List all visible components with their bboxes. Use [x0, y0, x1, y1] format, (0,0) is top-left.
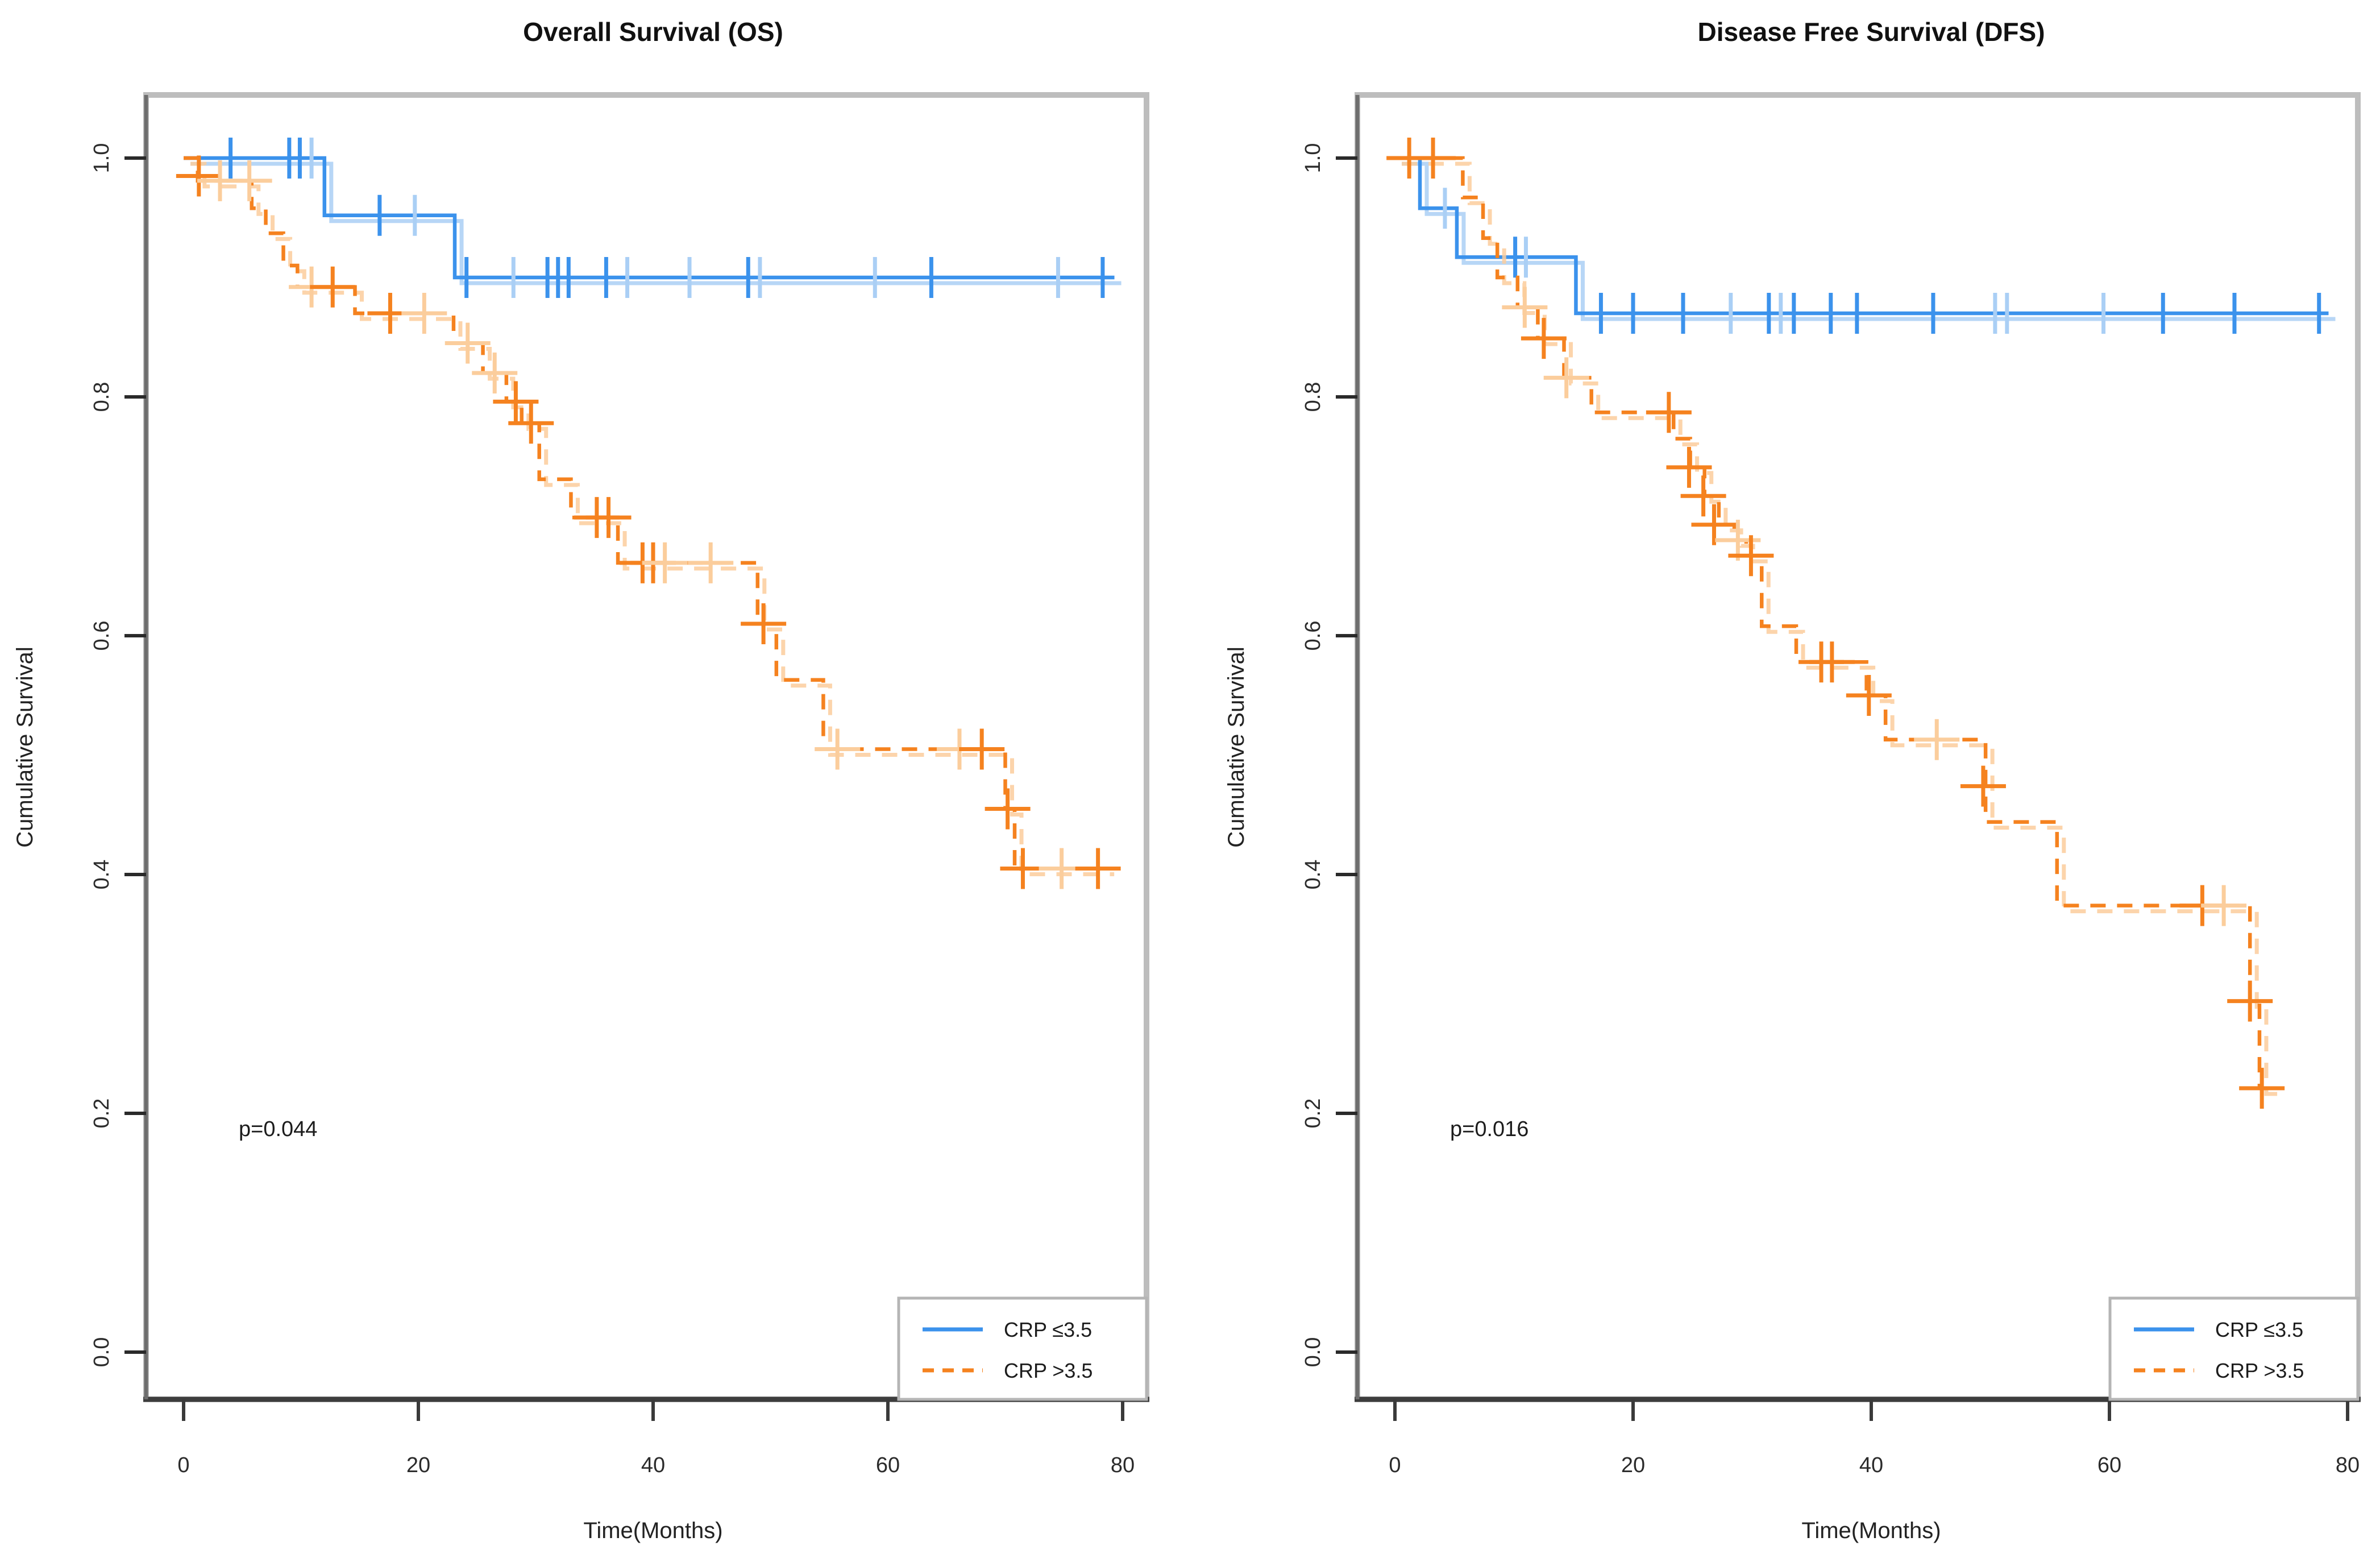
svg-text:0.6: 0.6: [1301, 621, 1325, 651]
svg-text:0.4: 0.4: [1301, 860, 1325, 890]
x-axis-label: Time(Months): [583, 1518, 722, 1543]
panel-title: Disease Free Survival (DFS): [1697, 17, 2045, 47]
legend: CRP ≤3.5 CRP >3.5: [2108, 1296, 2360, 1401]
svg-text:40: 40: [641, 1453, 665, 1477]
svg-text:0.0: 0.0: [1301, 1337, 1325, 1367]
svg-text:1.0: 1.0: [1301, 143, 1325, 173]
svg-text:1.0: 1.0: [90, 143, 114, 173]
svg-text:0.4: 0.4: [90, 860, 114, 890]
svg-text:0: 0: [177, 1453, 189, 1477]
legend-box: [2108, 1296, 2360, 1401]
legend-label-crp-le: CRP ≤3.5: [2215, 1318, 2303, 1341]
x-axis-label: Time(Months): [1801, 1518, 1941, 1543]
svg-text:40: 40: [1859, 1453, 1883, 1477]
p-value: p=0.016: [1450, 1117, 1528, 1141]
legend: CRP ≤3.5 CRP >3.5: [897, 1296, 1148, 1401]
panel-title: Overall Survival (OS): [523, 17, 783, 47]
svg-text:80: 80: [2336, 1453, 2360, 1477]
svg-text:20: 20: [406, 1453, 430, 1477]
svg-text:0: 0: [1389, 1453, 1401, 1477]
plot-area: 0.0 0.2 0.4 0.6 0.8 1.0 0 20 40 60 80: [1301, 92, 2361, 1477]
svg-text:0.8: 0.8: [90, 382, 114, 412]
y-axis-label: Cumulative Survival: [13, 647, 38, 847]
y-axis-label: Cumulative Survival: [1224, 647, 1249, 847]
panel-disease-free-survival: Disease Free Survival (DFS) Cumulative S…: [1224, 17, 2361, 1543]
svg-text:0.0: 0.0: [90, 1337, 114, 1367]
p-value: p=0.044: [239, 1117, 317, 1141]
panel-overall-survival: Overall Survival (OS) Cumulative Surviva…: [13, 17, 1149, 1543]
svg-text:0.2: 0.2: [1301, 1099, 1325, 1129]
legend-label-crp-gt: CRP >3.5: [1004, 1359, 1093, 1382]
svg-text:20: 20: [1621, 1453, 1645, 1477]
legend-label-crp-le: CRP ≤3.5: [1004, 1318, 1092, 1341]
plot-area: 0.0 0.2 0.4 0.6 0.8 1.0 0 20 40 60 80: [90, 92, 1149, 1477]
svg-text:0.8: 0.8: [1301, 382, 1325, 412]
svg-text:80: 80: [1111, 1453, 1135, 1477]
legend-box: [897, 1296, 1148, 1401]
svg-text:60: 60: [2097, 1453, 2121, 1477]
svg-text:0.6: 0.6: [90, 621, 114, 651]
svg-text:0.2: 0.2: [90, 1099, 114, 1129]
svg-text:60: 60: [876, 1453, 900, 1477]
legend-label-crp-gt: CRP >3.5: [2215, 1359, 2304, 1382]
